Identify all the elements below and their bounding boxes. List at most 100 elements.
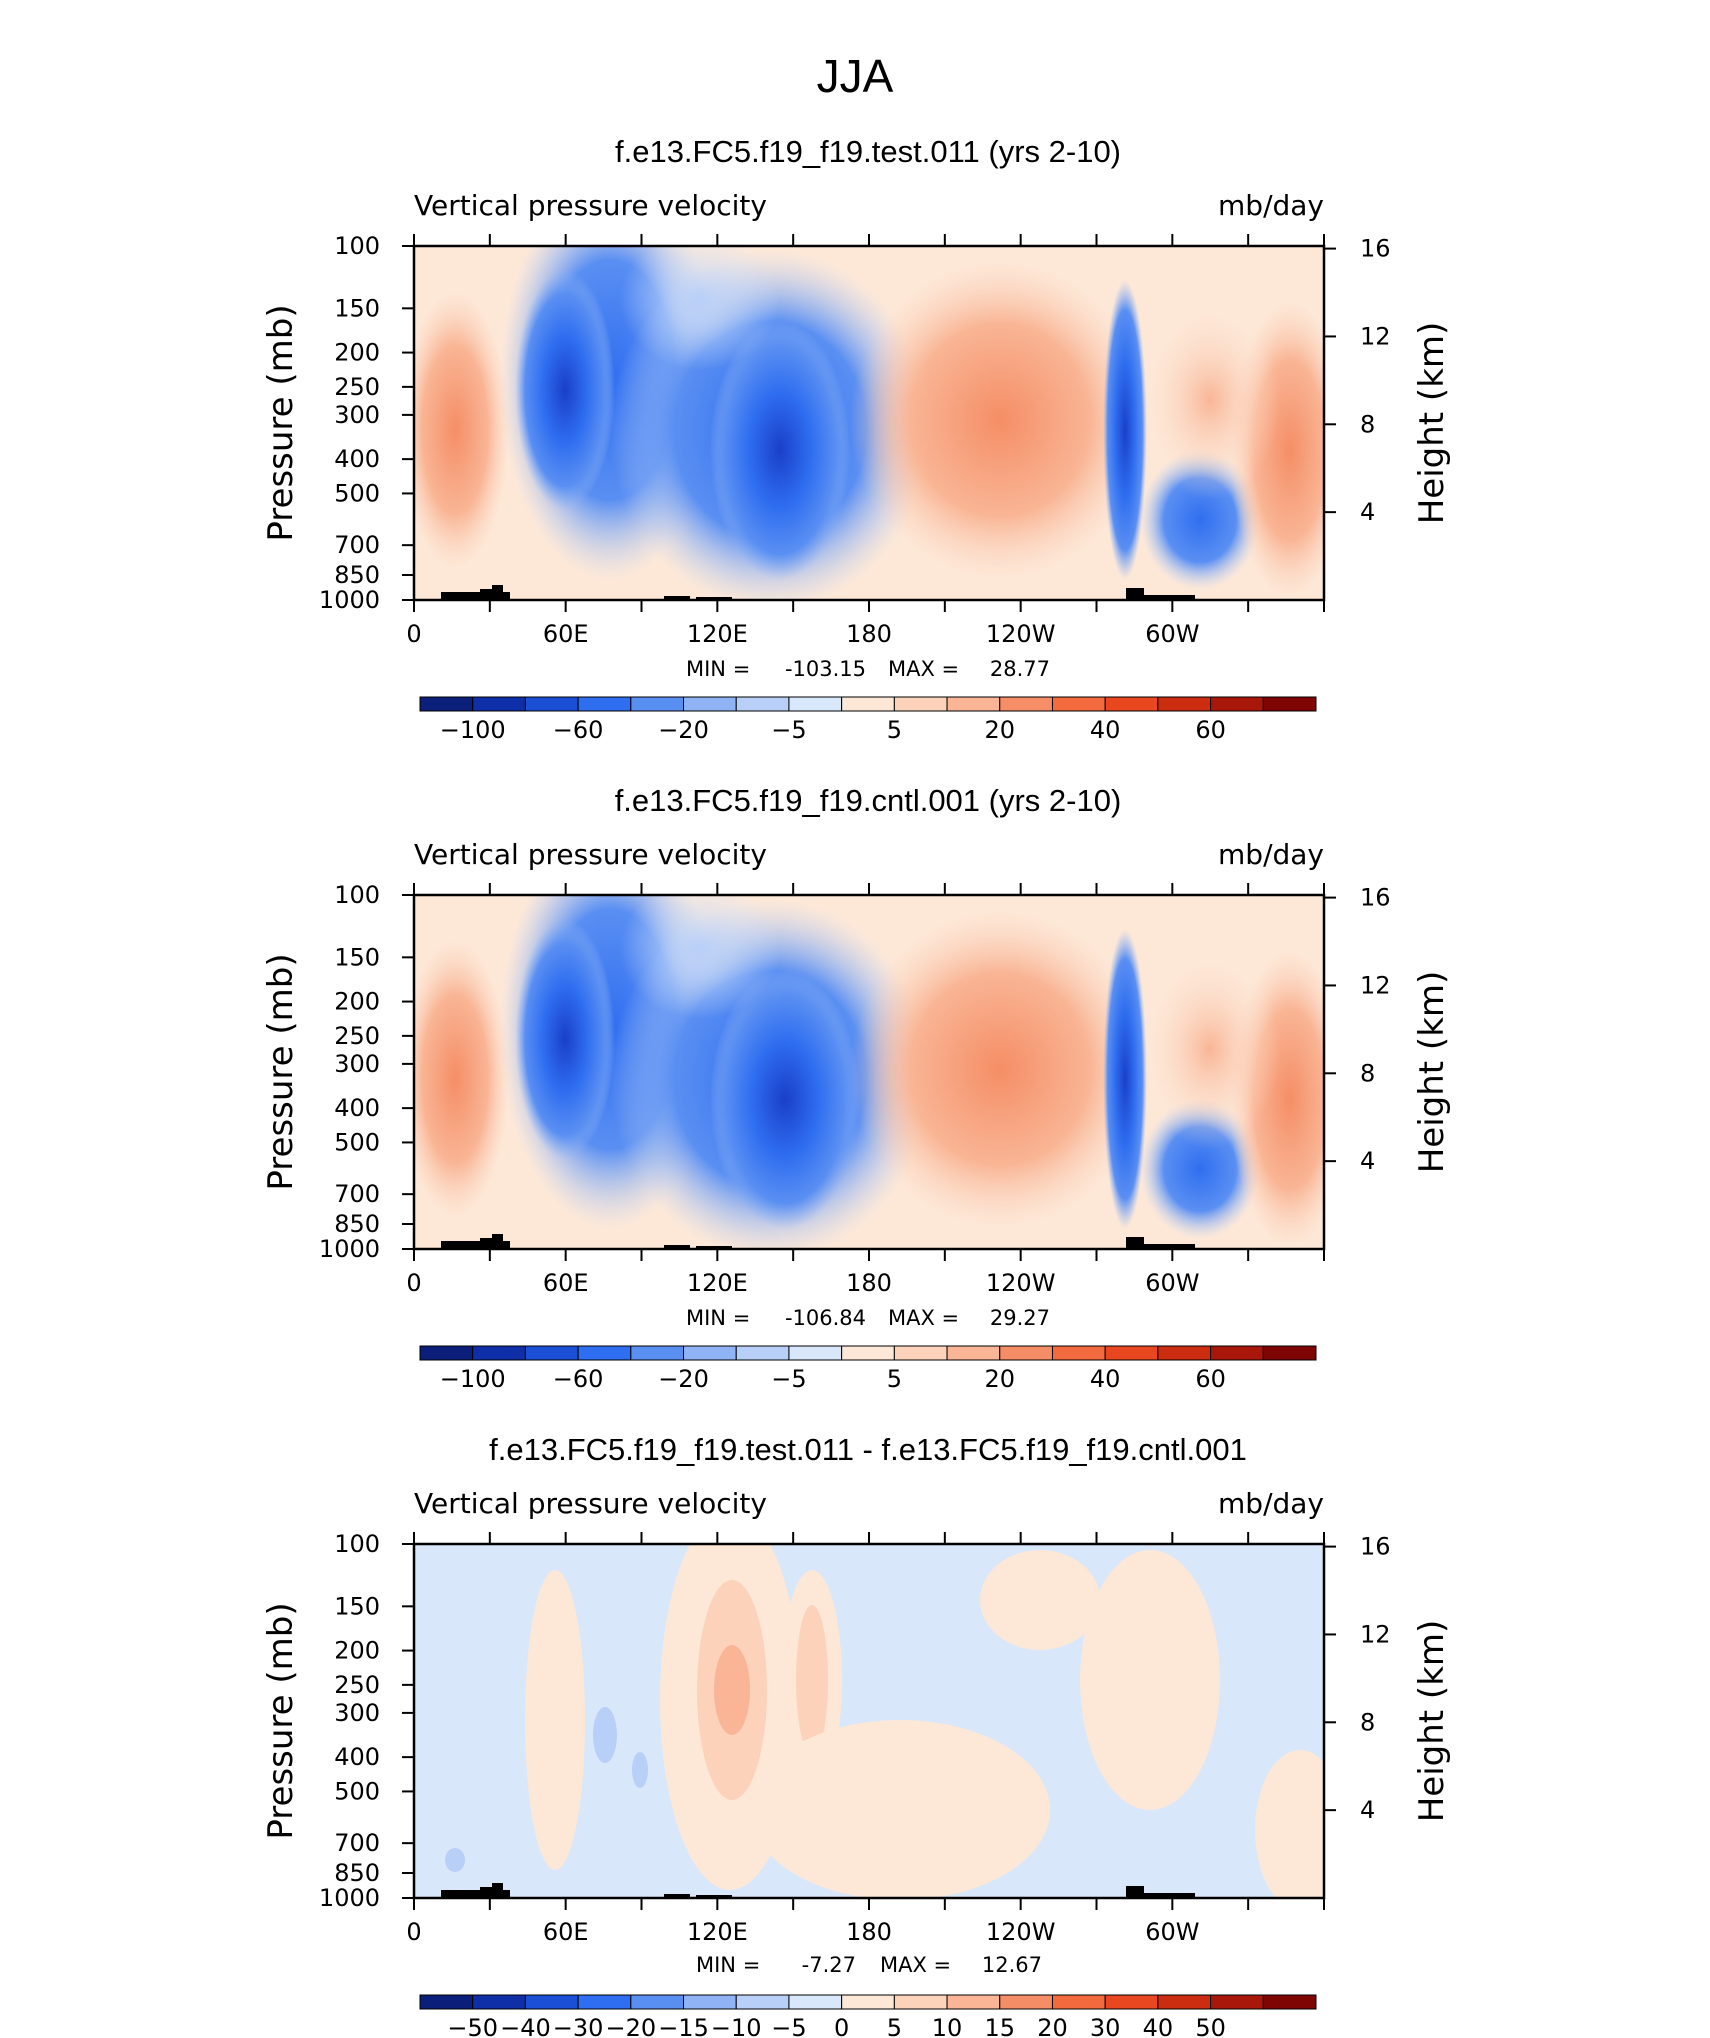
colorbar-label: 0 [834, 2014, 849, 2038]
colorbar-label: −20 [605, 2014, 656, 2038]
y2-tick-label: 8 [1360, 410, 1375, 438]
x-tick-label: 180 [846, 1269, 892, 1297]
panel-3-title: f.e13.FC5.f19_f19.test.011 - f.e13.FC5.f… [489, 1432, 1247, 1467]
colorbar-swatch [683, 696, 737, 712]
panel-3-colorbar: −50 −40 −30 −20 −15 −10 −5 0 5 10 15 20 30 40 50 [419, 1994, 1317, 2038]
panel-2-max-value: 29.27 [990, 1306, 1050, 1330]
colorbar-label: 20 [984, 1365, 1015, 1393]
colorbar-swatch [472, 696, 526, 712]
y-tick-label: 200 [334, 1637, 380, 1665]
colorbar-label: −60 [553, 1365, 604, 1393]
panel-2-units-label: mb/day [1218, 838, 1324, 871]
x-tick-label: 120W [986, 1918, 1056, 1946]
panel-1-y2-axis-label: Height (km) [1412, 322, 1452, 525]
colorbar-swatch [1157, 1345, 1212, 1361]
colorbar-swatch [472, 1345, 526, 1361]
colorbar-label: 5 [887, 2014, 902, 2038]
panel-2-field [414, 895, 1324, 1249]
y2-tick-label: 16 [1360, 884, 1391, 912]
panel-1-max-value: 28.77 [990, 657, 1050, 681]
colorbar-label: −40 [500, 2014, 551, 2038]
colorbar-label: 60 [1195, 1365, 1226, 1393]
y-tick-label: 150 [334, 294, 380, 322]
panel-3: f.e13.FC5.f19_f19.test.011 - f.e13.FC5.f… [261, 1432, 1452, 2038]
panel-3-units-label: mb/day [1218, 1487, 1324, 1520]
panel-2-colorbar: −100 −60 −20 −5 5 20 40 60 [419, 1345, 1317, 1393]
y-tick-label: 150 [334, 1592, 380, 1620]
x-tick-label: 0 [406, 1918, 421, 1946]
panel-2-topography [441, 1234, 1195, 1249]
y2-tick-label: 16 [1360, 1533, 1391, 1561]
y2-tick-label: 4 [1360, 1147, 1375, 1175]
colorbar-label: 60 [1195, 716, 1226, 744]
colorbar-swatch [524, 1994, 579, 2010]
colorbar-swatch [946, 1994, 1001, 2010]
y2-tick-label: 12 [1360, 971, 1391, 999]
x-tick-label: 0 [406, 1269, 421, 1297]
colorbar-label: 30 [1090, 2014, 1121, 2038]
panel-1-topography [441, 585, 1195, 600]
y-tick-label: 100 [334, 232, 380, 260]
panel-1-variable-label: Vertical pressure velocity [414, 189, 767, 222]
panel-3-min-label: MIN = [696, 1953, 760, 1977]
x-tick-label: 120E [687, 1269, 748, 1297]
panel-3-max-label: MAX = [880, 1953, 951, 1977]
colorbar-swatch [630, 1345, 685, 1361]
colorbar-swatch [1210, 1345, 1264, 1361]
y-tick-label: 300 [334, 1699, 380, 1727]
colorbar-label: −100 [440, 716, 506, 744]
y2-tick-label: 4 [1360, 498, 1375, 526]
panel-3-max-value: 12.67 [982, 1953, 1042, 1977]
x-tick-label: 120W [986, 1269, 1056, 1297]
colorbar-swatch [788, 696, 843, 712]
colorbar-swatch [999, 1345, 1053, 1361]
colorbar-swatch [1104, 696, 1159, 712]
y-tick-label: 500 [334, 1128, 380, 1156]
colorbar-label: −10 [711, 2014, 762, 2038]
colorbar-swatch [524, 696, 579, 712]
colorbar-label: −60 [553, 716, 604, 744]
colorbar-label: −5 [771, 716, 806, 744]
colorbar-swatch [1210, 1994, 1264, 2010]
colorbar-swatch [735, 1345, 790, 1361]
colorbar-swatch [1157, 696, 1212, 712]
x-tick-label: 180 [846, 1918, 892, 1946]
colorbar-swatch [841, 1345, 895, 1361]
panel-2-y2-axis-label: Height (km) [1412, 971, 1452, 1174]
x-tick-label: 180 [846, 620, 892, 648]
panel-3-field [414, 1544, 1324, 1898]
colorbar-label: 20 [984, 716, 1015, 744]
colorbar-swatch [630, 1994, 685, 2010]
panel-1-colorbar: −100 −60 −20 −5 5 20 40 60 [419, 696, 1317, 744]
y-tick-label: 300 [334, 401, 380, 429]
y-tick-label: 850 [334, 561, 380, 589]
y-tick-label: 250 [334, 1022, 380, 1050]
colorbar-label: −20 [658, 716, 709, 744]
colorbar-label: 40 [1090, 716, 1121, 744]
colorbar-label: −20 [658, 1365, 709, 1393]
colorbar-swatch [1051, 696, 1106, 712]
colorbar-swatch [419, 696, 474, 712]
y-tick-label: 400 [334, 1094, 380, 1122]
colorbar-label: 5 [887, 716, 902, 744]
colorbar-swatch [999, 696, 1053, 712]
colorbar-swatch [1104, 1994, 1159, 2010]
y-tick-label: 700 [334, 531, 380, 559]
y-tick-label: 300 [334, 1050, 380, 1078]
colorbar-swatch [841, 1994, 895, 2010]
panel-3-min-value: -7.27 [802, 1953, 856, 1977]
y-tick-label: 250 [334, 1671, 380, 1699]
colorbar-swatch [999, 1994, 1053, 2010]
y2-tick-label: 16 [1360, 235, 1391, 263]
panel-2-variable-label: Vertical pressure velocity [414, 838, 767, 871]
panel-1-min-value: -103.15 [785, 657, 866, 681]
y-tick-label: 400 [334, 445, 380, 473]
colorbar-label: 40 [1143, 2014, 1174, 2038]
x-tick-label: 60W [1145, 1269, 1199, 1297]
y-tick-label: 500 [334, 1777, 380, 1805]
x-tick-label: 120W [986, 620, 1056, 648]
panel-2-y-axis-label: Pressure (mb) [261, 953, 301, 1190]
y-tick-label: 850 [334, 1210, 380, 1238]
colorbar-label: 20 [1037, 2014, 1068, 2038]
